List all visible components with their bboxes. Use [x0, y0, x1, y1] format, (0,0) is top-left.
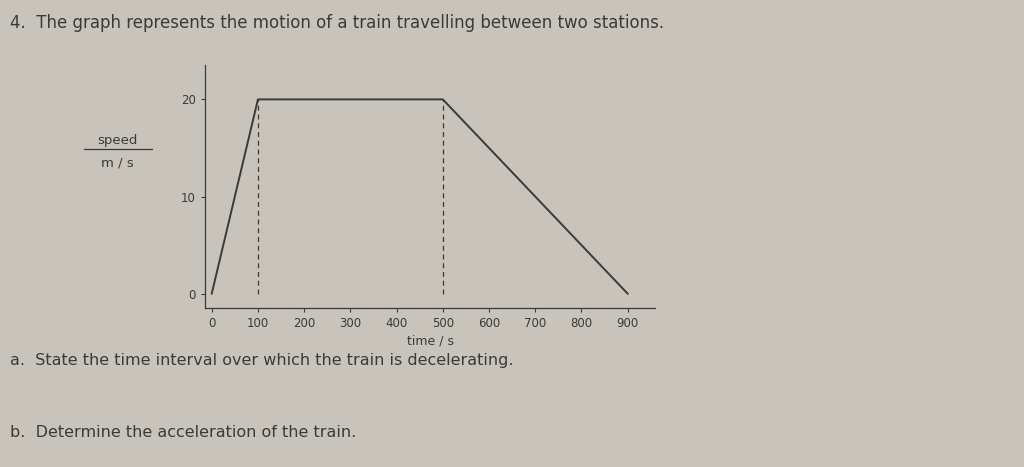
Text: m / s: m / s [101, 157, 134, 170]
Text: speed: speed [97, 134, 138, 147]
Text: a.  State the time interval over which the train is decelerating.: a. State the time interval over which th… [10, 353, 514, 368]
Text: b.  Determine the acceleration of the train.: b. Determine the acceleration of the tra… [10, 425, 356, 440]
Text: 4.  The graph represents the motion of a train travelling between two stations.: 4. The graph represents the motion of a … [10, 14, 665, 32]
X-axis label: time / s: time / s [407, 334, 454, 347]
